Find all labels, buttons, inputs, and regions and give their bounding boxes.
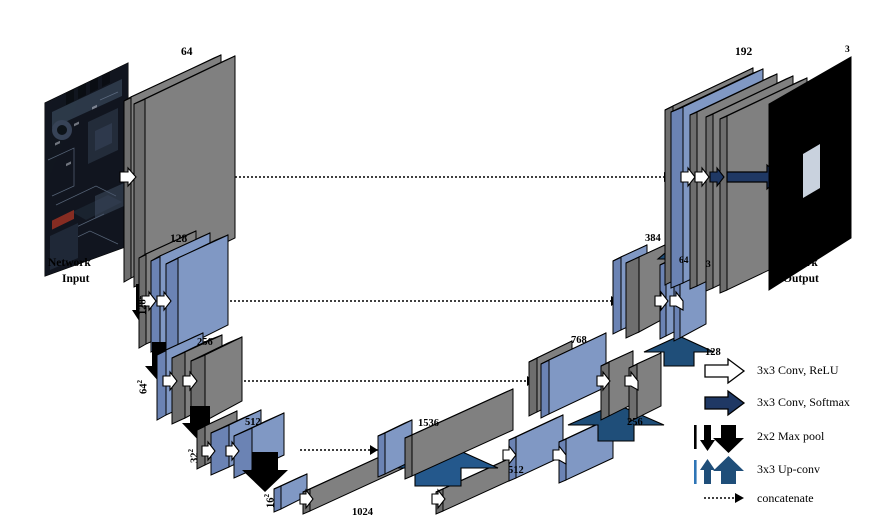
conv-arrows-bottleneck	[299, 488, 446, 510]
conv-arrows-dec4	[502, 444, 567, 466]
label-dec-384: 384	[645, 233, 661, 244]
label-upconv-512: 512	[508, 465, 524, 476]
label-enc-512: 512	[245, 417, 261, 428]
conv-arrow-enc1	[119, 166, 137, 188]
label-dec-768: 768	[571, 335, 587, 346]
legend-upconv-small-arrow-icon	[700, 459, 715, 484]
legend-icons	[694, 357, 746, 503]
label-upconv-128: 128	[705, 347, 721, 358]
legend-pool-big-arrow-icon	[713, 425, 744, 453]
legend-concat-arrowhead-icon	[735, 493, 744, 503]
label-enc-256: 256	[197, 337, 213, 348]
label-res-128: 1282	[135, 295, 149, 315]
conv-softmax-small-arrow	[709, 166, 725, 188]
conv-arrows-dec3	[596, 370, 639, 392]
label-res-64: 642	[136, 379, 150, 394]
label-bottleneck-1024: 1024	[352, 507, 373, 518]
legend-label-conv-softmax: 3x3 Conv, Softmax	[757, 395, 850, 409]
legend-upconv-big-arrow-icon	[713, 456, 744, 484]
dec-level2-blocks	[612, 244, 707, 342]
conv-arrows-enc3	[162, 370, 198, 392]
network-output-image	[768, 56, 852, 291]
label-out-3: 3	[845, 45, 850, 55]
network-output-label-line1: Network	[775, 257, 818, 269]
legend-label-up-conv: 3x3 Up-conv	[757, 462, 820, 476]
maxpool-arrow-3	[182, 406, 218, 442]
label-upconv-256: 256	[627, 417, 643, 428]
enc-level1-blocks	[123, 54, 236, 288]
conv-arrows-dec2	[654, 290, 684, 312]
network-input-label-line2: Input	[62, 273, 90, 285]
legend-label-max-pool: 2x2 Max pool	[757, 429, 825, 443]
conv-arrows-dec1	[680, 166, 725, 188]
label-res-32: 322	[187, 448, 201, 463]
network-input-label-line1: Network	[48, 257, 91, 269]
label-res-16: 162	[263, 493, 277, 508]
conv-arrows-enc2	[141, 290, 172, 312]
label-dec-3: 3	[706, 260, 711, 270]
label-enc-64: 64	[181, 46, 193, 58]
label-dec-64: 64	[679, 256, 689, 266]
legend-pool-small-arrow-icon	[700, 425, 715, 451]
legend-label-conv-relu: 3x3 Conv, ReLU	[757, 363, 839, 377]
dec-level3-blocks	[528, 332, 662, 423]
label-enc-128: 128	[170, 233, 188, 245]
label-dec-1536: 1536	[418, 418, 439, 429]
upconv-arrow-128	[643, 335, 715, 367]
legend-upconv-bar-icon	[694, 460, 697, 484]
legend-label-concatenate: concatenate	[757, 491, 814, 505]
label-dec-192: 192	[735, 46, 753, 58]
legend-navy-arrow-icon	[704, 389, 746, 417]
conv-arrows-enc4	[201, 440, 240, 462]
network-output-label-line2: Output	[783, 273, 819, 285]
legend-pool-bar-icon	[694, 425, 697, 449]
enc-level2-blocks	[138, 230, 229, 357]
network-input-image	[44, 62, 129, 277]
enc-level3-blocks	[156, 332, 243, 428]
maxpool-arrow-4	[242, 452, 288, 492]
legend-white-arrow-icon	[704, 357, 746, 385]
